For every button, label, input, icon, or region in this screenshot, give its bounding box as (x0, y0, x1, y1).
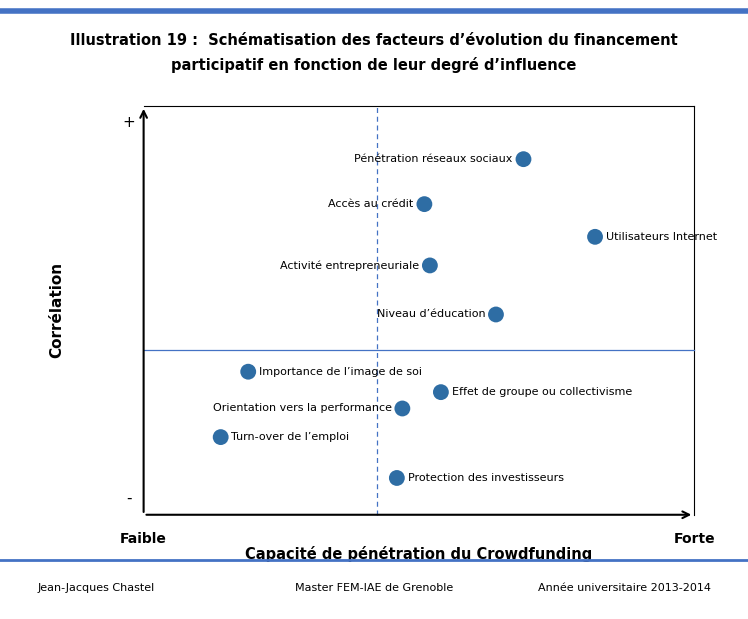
Text: Effet de groupe ou collectivisme: Effet de groupe ou collectivisme (452, 387, 632, 397)
Text: -: - (126, 491, 132, 506)
Point (424, 261, 436, 271)
Point (396, 404, 408, 413)
Point (215, 432, 227, 442)
Text: Pénétration réseaux sociaux: Pénétration réseaux sociaux (355, 154, 512, 164)
Point (242, 366, 254, 376)
Text: Orientation vers la performance: Orientation vers la performance (212, 404, 392, 413)
Text: Turn-over de l’emploi: Turn-over de l’emploi (231, 432, 349, 442)
Text: Capacité de pénétration du Crowdfunding: Capacité de pénétration du Crowdfunding (245, 547, 592, 562)
Point (518, 154, 530, 164)
Text: Corrélation: Corrélation (49, 262, 64, 358)
Text: +: + (122, 115, 135, 130)
Text: Illustration 19 :  Schématisation des facteurs d’évolution du financement: Illustration 19 : Schématisation des fac… (70, 33, 678, 48)
Text: participatif en fonction de leur degré d’influence: participatif en fonction de leur degré d… (171, 57, 577, 73)
Text: Forte: Forte (673, 532, 715, 546)
Text: Importance de l’image de soi: Importance de l’image de soi (259, 366, 422, 377)
Text: Faible: Faible (120, 532, 167, 546)
Text: Jean-Jacques Chastel: Jean-Jacques Chastel (37, 583, 155, 593)
Text: Activité entrepreneuriale: Activité entrepreneuriale (280, 260, 419, 271)
Text: Master FEM-IAE de Grenoble: Master FEM-IAE de Grenoble (295, 583, 453, 593)
Point (391, 473, 403, 483)
Text: Protection des investisseurs: Protection des investisseurs (408, 473, 564, 483)
Point (589, 232, 601, 242)
Point (418, 199, 430, 209)
Point (435, 387, 447, 397)
Text: Année universitaire 2013-2014: Année universitaire 2013-2014 (538, 583, 711, 593)
Text: Utilisateurs Internet: Utilisateurs Internet (606, 232, 717, 242)
Text: Accès au crédit: Accès au crédit (328, 199, 414, 209)
Point (490, 310, 502, 319)
Text: Niveau d’éducation: Niveau d’éducation (376, 310, 485, 319)
